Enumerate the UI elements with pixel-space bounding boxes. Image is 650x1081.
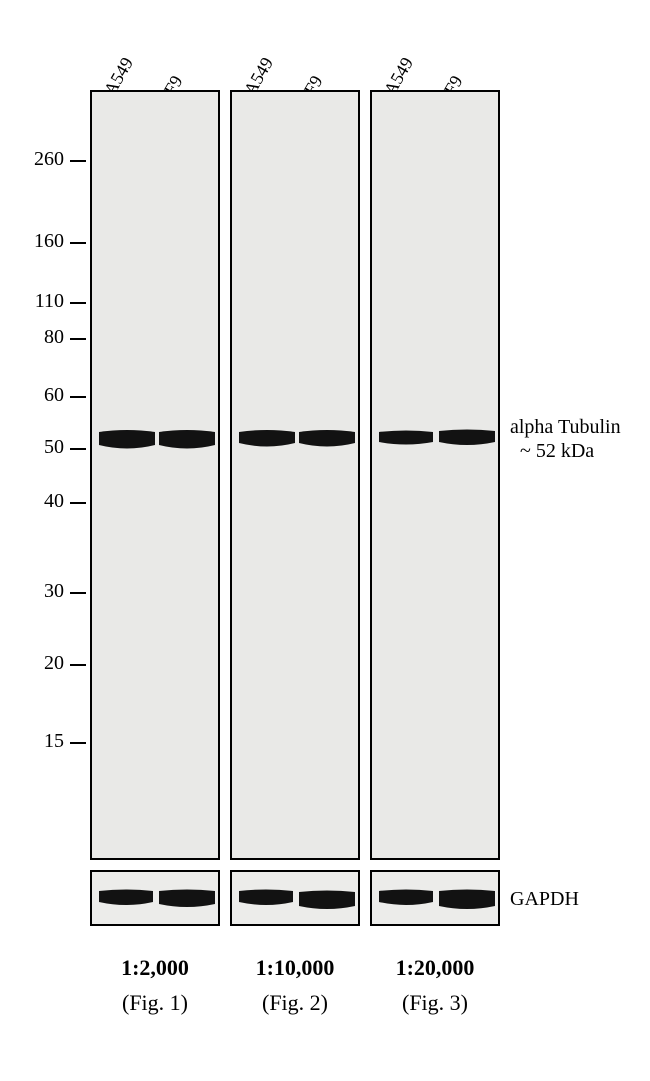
mw-label: 20 <box>14 652 64 675</box>
gapdh-panel-2 <box>230 870 360 926</box>
gapdh-band-lane-f9 <box>298 889 356 912</box>
western-blot-figure: A549 F9 A549 F9 A549 F9 260 160 110 80 6… <box>0 0 650 1081</box>
mw-label: 50 <box>14 436 64 459</box>
mw-label: 110 <box>14 290 64 313</box>
gapdh-panel-1 <box>90 870 220 926</box>
figure-ref: (Fig. 2) <box>230 990 360 1016</box>
gapdh-label: GAPDH <box>510 888 579 911</box>
mw-label: 40 <box>14 490 64 513</box>
mw-label: 160 <box>14 230 64 253</box>
mw-tick <box>70 742 86 744</box>
dilution-label: 1:2,000 <box>90 955 220 981</box>
mw-tick <box>70 242 86 244</box>
tubulin-band-lane-a549 <box>238 428 296 450</box>
mw-tick <box>70 502 86 504</box>
mw-label: 30 <box>14 580 64 603</box>
tubulin-band-lane-f9 <box>158 428 216 452</box>
mw-tick <box>70 160 86 162</box>
blot-panel-3 <box>370 90 500 860</box>
target-size-label: ~ 52 kDa <box>520 440 594 463</box>
target-label: alpha Tubulin <box>510 416 621 439</box>
tubulin-band-lane-a549 <box>378 429 434 447</box>
mw-tick <box>70 664 86 666</box>
mw-tick <box>70 592 86 594</box>
mw-tick <box>70 396 86 398</box>
figure-ref: (Fig. 3) <box>370 990 500 1016</box>
figure-ref: (Fig. 1) <box>90 990 220 1016</box>
blot-panel-2 <box>230 90 360 860</box>
tubulin-band-lane-f9 <box>438 428 496 448</box>
mw-tick <box>70 302 86 304</box>
dilution-label: 1:20,000 <box>370 955 500 981</box>
mw-tick <box>70 448 86 450</box>
mw-label: 60 <box>14 384 64 407</box>
gapdh-band-lane-a549 <box>378 888 434 908</box>
gapdh-panel-3 <box>370 870 500 926</box>
mw-label: 260 <box>14 148 64 171</box>
tubulin-band-lane-f9 <box>298 428 356 450</box>
gapdh-band-lane-a549 <box>238 888 294 908</box>
mw-tick <box>70 338 86 340</box>
blot-panel-1 <box>90 90 220 860</box>
gapdh-band-lane-a549 <box>98 888 154 908</box>
gapdh-band-lane-f9 <box>158 888 216 910</box>
gapdh-band-lane-f9 <box>438 888 496 912</box>
mw-label: 80 <box>14 326 64 349</box>
dilution-label: 1:10,000 <box>230 955 360 981</box>
tubulin-band-lane-a549 <box>98 428 156 452</box>
mw-label: 15 <box>14 730 64 753</box>
